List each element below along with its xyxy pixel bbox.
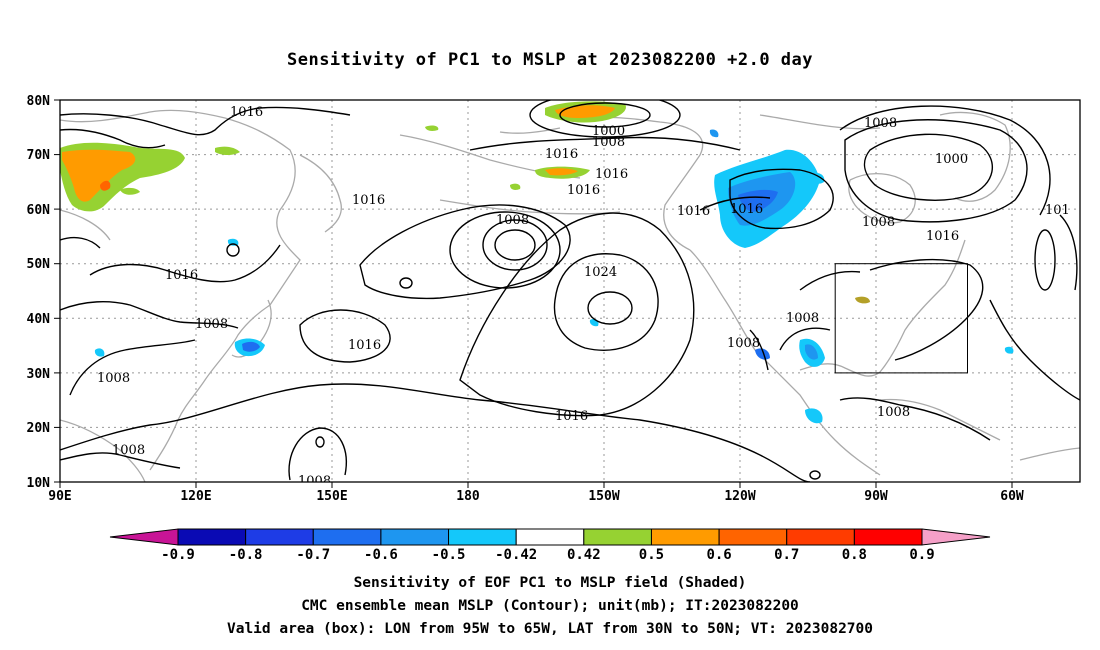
colorbar-segment: [583, 528, 652, 546]
contour-label: 1008: [877, 405, 910, 420]
contour-label: 1000: [592, 124, 625, 139]
colorbar-segment: [380, 528, 450, 546]
lat-label: 50N: [27, 257, 51, 272]
colorbar-segment: [245, 528, 314, 546]
lat-label: 70N: [27, 148, 51, 163]
contour-label: 1008: [496, 213, 529, 228]
contour-label: 1024: [584, 265, 617, 280]
colorbar-label: 0.5: [639, 547, 664, 563]
contour-label: 1008: [592, 135, 625, 150]
colorbar-segment: [853, 528, 923, 546]
colorbar-segment: [177, 528, 247, 546]
colorbar-low-arrow: [109, 528, 179, 546]
lat-labels: 80N 70N 60N 50N 40N 30N 20N 10N: [27, 94, 51, 491]
colorbar-segment: [650, 528, 720, 546]
contour-label: 1016: [545, 147, 578, 162]
lon-label: 90W: [864, 489, 888, 504]
mslp-contours: [60, 100, 1080, 482]
valid-area-box: [834, 263, 969, 374]
contour-label: 1016: [567, 183, 600, 198]
colorbar-label: -0.42: [495, 547, 537, 563]
colorbar-high-arrow: [921, 528, 991, 546]
caption-line-1: Sensitivity of EOF PC1 to MSLP field (Sh…: [353, 575, 747, 591]
colorbar-label: 0.42: [567, 547, 601, 563]
contour-label: 1008: [786, 311, 819, 326]
colorbar-segment: [515, 528, 585, 546]
contour-label: 1016: [348, 338, 381, 353]
colorbar: -0.9 -0.8 -0.7 -0.6 -0.5 -0.42 0.42 0.5 0.6 0.7 0.…: [109, 528, 991, 563]
colorbar-label: 0.7: [774, 547, 799, 563]
colorbar-label: -0.6: [364, 547, 398, 563]
lat-label: 80N: [27, 94, 51, 109]
plot-frame: [59, 99, 1081, 483]
contour-label: 1008: [195, 317, 228, 332]
lon-label: 180: [456, 489, 480, 504]
grid-lines: [60, 100, 1080, 482]
caption-line-2: CMC ensemble mean MSLP (Contour); unit(m…: [301, 598, 799, 614]
colorbar-segment: [718, 528, 788, 546]
lat-label: 60N: [27, 203, 51, 218]
colorbar-label: 0.8: [842, 547, 867, 563]
contour-label: 1016: [555, 409, 588, 424]
contour-label: 1008: [864, 116, 897, 131]
colorbar-label: -0.5: [432, 547, 466, 563]
caption-line-3: Valid area (box): LON from 95W to 65W, L…: [226, 621, 873, 637]
colorbar-segment: [448, 528, 517, 546]
contour-label: 1008: [112, 443, 145, 458]
contour-label: 1016: [165, 268, 198, 283]
lat-label: 10N: [27, 476, 51, 491]
lon-label: 120W: [724, 489, 755, 504]
plot-area: [60, 100, 1080, 482]
lat-label: 20N: [27, 421, 51, 436]
coastlines: [60, 109, 1080, 482]
colorbar-label: -0.7: [296, 547, 330, 563]
sensitivity-shading: [60, 101, 1014, 424]
lat-label: 40N: [27, 312, 51, 327]
contour-label: 1008: [298, 474, 331, 489]
tick-marks: [54, 99, 1013, 488]
lon-label: 150E: [316, 489, 347, 504]
contour-label: 1016: [595, 167, 628, 182]
contour-label: 1000: [935, 152, 968, 167]
colorbar-label: -0.8: [229, 547, 263, 563]
contour-label: 1008: [862, 215, 895, 230]
contour-label: 1016: [677, 204, 710, 219]
lon-label: 120E: [180, 489, 211, 504]
contour-labels: 1016 1000 1008 1016 1016 1016 1016 1016 …: [97, 105, 1070, 489]
lat-label: 30N: [27, 367, 51, 382]
map-title: Sensitivity of PC1 to MSLP at 2023082200…: [286, 50, 813, 70]
contour-label: 1016: [352, 193, 385, 208]
lon-label: 90E: [48, 489, 71, 504]
lon-label: 150W: [588, 489, 619, 504]
colorbar-label: -0.9: [161, 547, 195, 563]
contour-label: 1008: [97, 371, 130, 386]
contour-label: 1016: [730, 202, 763, 217]
contour-label: 1016: [926, 229, 959, 244]
lon-labels: 90E 120E 150E 180 150W 120W 90W 60W: [48, 489, 1024, 504]
colorbar-label: 0.6: [706, 547, 731, 563]
contour-label: 101: [1045, 203, 1070, 218]
lon-label: 60W: [1000, 489, 1024, 504]
colorbar-label: 0.9: [909, 547, 934, 563]
contour-label: 1016: [230, 105, 263, 120]
colorbar-segment: [312, 528, 382, 546]
contour-label: 1008: [727, 336, 760, 351]
colorbar-segment: [786, 528, 855, 546]
